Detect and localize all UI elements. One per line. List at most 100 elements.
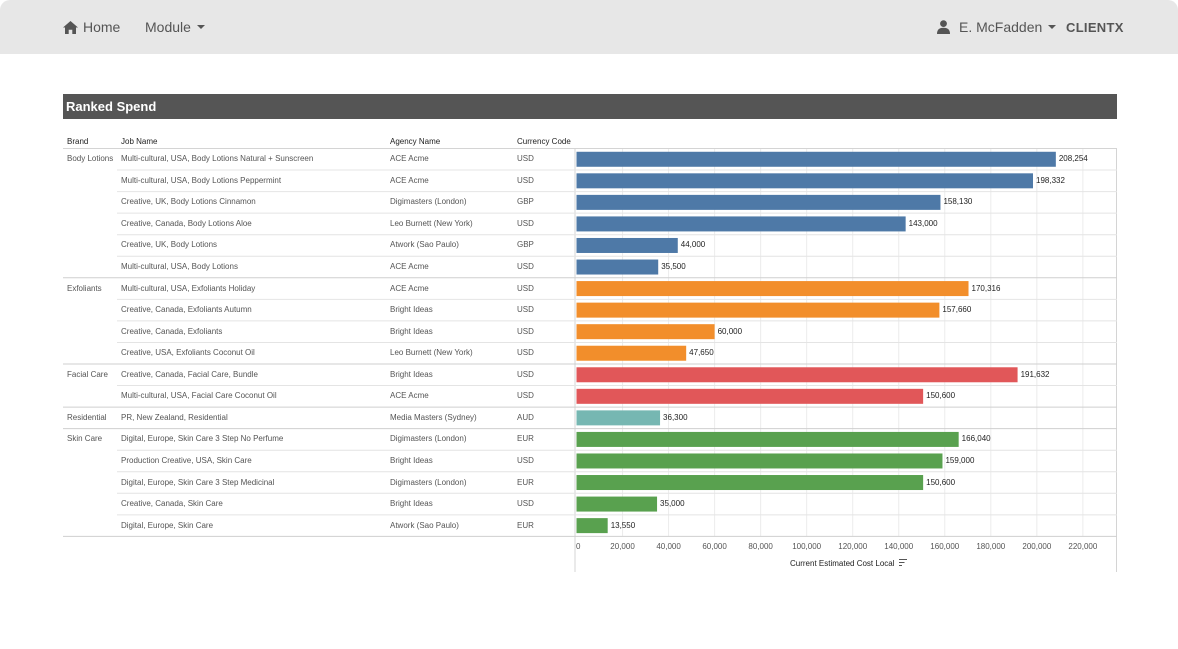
currency-code-cell[interactable]: USD bbox=[517, 305, 534, 315]
x-tick-label: 80,000 bbox=[748, 542, 773, 551]
job-name-cell[interactable]: Production Creative, USA, Skin Care bbox=[121, 455, 252, 465]
bar-16[interactable] bbox=[576, 475, 924, 491]
currency-code-cell[interactable]: USD bbox=[517, 326, 534, 336]
currency-code-cell[interactable]: EUR bbox=[517, 477, 534, 487]
agency-name-cell[interactable]: Digimasters (London) bbox=[390, 197, 467, 207]
x-tick-label: 40,000 bbox=[656, 542, 681, 551]
x-tick-label: 20,000 bbox=[610, 542, 635, 551]
bar-value-label: 191,632 bbox=[1020, 369, 1050, 379]
job-name-cell[interactable]: Digital, Europe, Skin Care 3 Step No Per… bbox=[121, 434, 284, 444]
brand-cell[interactable]: Facial Care bbox=[67, 369, 108, 379]
agency-name-cell[interactable]: Bright Ideas bbox=[390, 326, 433, 336]
agency-name-cell[interactable]: Bright Ideas bbox=[390, 499, 433, 509]
bar-8[interactable] bbox=[576, 302, 940, 318]
bar-10[interactable] bbox=[576, 345, 687, 361]
job-name-cell[interactable]: Creative, UK, Body Lotions bbox=[121, 240, 218, 250]
bar-12[interactable] bbox=[576, 388, 924, 404]
bar-value-label: 13,550 bbox=[610, 520, 636, 530]
agency-name-cell[interactable]: Leo Burnett (New York) bbox=[390, 348, 473, 358]
bar-value-label: 60,000 bbox=[717, 326, 743, 336]
brand-cell[interactable]: Residential bbox=[67, 412, 107, 422]
job-name-cell[interactable]: Creative, Canada, Exfoliants bbox=[121, 326, 223, 336]
job-name-cell[interactable]: Creative, USA, Exfoliants Coconut Oil bbox=[121, 348, 255, 358]
agency-name-cell[interactable]: Bright Ideas bbox=[390, 369, 433, 379]
job-name-cell[interactable]: PR, New Zealand, Residential bbox=[121, 412, 228, 422]
agency-name-cell[interactable]: ACE Acme bbox=[390, 154, 429, 164]
bar-9[interactable] bbox=[576, 324, 715, 340]
panel-title: Ranked Spend bbox=[63, 94, 1117, 119]
sort-icon[interactable] bbox=[898, 558, 907, 570]
agency-name-cell[interactable]: Digimasters (London) bbox=[390, 477, 467, 487]
nav-user-dropdown[interactable]: E. McFadden bbox=[937, 0, 1057, 54]
job-name-cell[interactable]: Digital, Europe, Skin Care 3 Step Medici… bbox=[121, 477, 275, 487]
user-icon bbox=[937, 20, 950, 34]
bar-value-label: 143,000 bbox=[908, 218, 938, 228]
x-axis-title[interactable]: Current Estimated Cost Local bbox=[790, 558, 907, 570]
brand-cell[interactable]: Exfoliants bbox=[67, 283, 102, 293]
currency-code-cell[interactable]: USD bbox=[517, 455, 534, 465]
job-name-cell[interactable]: Creative, UK, Body Lotions Cinnamon bbox=[121, 197, 256, 207]
agency-name-cell[interactable]: Atwork (Sao Paulo) bbox=[390, 240, 459, 250]
header-currency-code[interactable]: Currency Code bbox=[517, 137, 571, 146]
brand-cell[interactable]: Skin Care bbox=[67, 434, 103, 444]
bar-13[interactable] bbox=[576, 410, 661, 426]
bar-18[interactable] bbox=[576, 518, 608, 534]
currency-code-cell[interactable]: USD bbox=[517, 499, 534, 509]
currency-code-cell[interactable]: USD bbox=[517, 218, 534, 228]
bar-3[interactable] bbox=[576, 194, 941, 210]
agency-name-cell[interactable]: ACE Acme bbox=[390, 283, 429, 293]
x-axis-title-text: Current Estimated Cost Local bbox=[790, 559, 895, 568]
x-tick-label: 120,000 bbox=[838, 542, 868, 551]
bar-5[interactable] bbox=[576, 237, 678, 253]
agency-name-cell[interactable]: ACE Acme bbox=[390, 391, 429, 401]
currency-code-cell[interactable]: GBP bbox=[517, 240, 534, 250]
bar-6[interactable] bbox=[576, 259, 659, 275]
agency-name-cell[interactable]: Media Masters (Sydney) bbox=[390, 412, 477, 422]
bar-11[interactable] bbox=[576, 367, 1018, 383]
currency-code-cell[interactable]: EUR bbox=[517, 434, 534, 444]
job-name-cell[interactable]: Creative, Canada, Exfoliants Autumn bbox=[121, 305, 252, 315]
agency-name-cell[interactable]: Digimasters (London) bbox=[390, 434, 467, 444]
bar-14[interactable] bbox=[576, 431, 959, 447]
bar-17[interactable] bbox=[576, 496, 658, 512]
bar-2[interactable] bbox=[576, 173, 1034, 189]
job-name-cell[interactable]: Multi-cultural, USA, Body Lotions bbox=[121, 262, 238, 272]
job-name-cell[interactable]: Multi-cultural, USA, Exfoliants Holiday bbox=[121, 283, 256, 293]
job-name-cell[interactable]: Multi-cultural, USA, Facial Care Coconut… bbox=[121, 391, 277, 401]
job-name-cell[interactable]: Multi-cultural, USA, Body Lotions Natura… bbox=[121, 154, 314, 164]
bar-15[interactable] bbox=[576, 453, 943, 469]
job-name-cell[interactable]: Creative, Canada, Facial Care, Bundle bbox=[121, 369, 258, 379]
currency-code-cell[interactable]: USD bbox=[517, 391, 534, 401]
currency-code-cell[interactable]: USD bbox=[517, 154, 534, 164]
job-name-cell[interactable]: Creative, Canada, Skin Care bbox=[121, 499, 223, 509]
currency-code-cell[interactable]: EUR bbox=[517, 520, 534, 530]
nav-home[interactable]: Home bbox=[63, 0, 120, 54]
agency-name-cell[interactable]: ACE Acme bbox=[390, 175, 429, 185]
currency-code-cell[interactable]: USD bbox=[517, 262, 534, 272]
header-job-name[interactable]: Job Name bbox=[121, 137, 158, 146]
agency-name-cell[interactable]: Leo Burnett (New York) bbox=[390, 218, 473, 228]
bar-value-label: 159,000 bbox=[945, 455, 975, 465]
header-brand[interactable]: Brand bbox=[67, 137, 89, 146]
agency-name-cell[interactable]: ACE Acme bbox=[390, 262, 429, 272]
job-name-cell[interactable]: Multi-cultural, USA, Body Lotions Pepper… bbox=[121, 175, 282, 185]
brand-cell[interactable]: Body Lotions bbox=[67, 154, 114, 164]
job-name-cell[interactable]: Digital, Europe, Skin Care bbox=[121, 520, 214, 530]
header-agency-name[interactable]: Agency Name bbox=[390, 137, 441, 146]
chevron-down-icon bbox=[1048, 25, 1057, 29]
currency-code-cell[interactable]: USD bbox=[517, 348, 534, 358]
bar-1[interactable] bbox=[576, 151, 1056, 167]
agency-name-cell[interactable]: Atwork (Sao Paulo) bbox=[390, 520, 459, 530]
currency-code-cell[interactable]: GBP bbox=[517, 197, 534, 207]
bar-4[interactable] bbox=[576, 216, 906, 232]
currency-code-cell[interactable]: USD bbox=[517, 175, 534, 185]
agency-name-cell[interactable]: Bright Ideas bbox=[390, 305, 433, 315]
x-tick-label: 160,000 bbox=[930, 542, 960, 551]
currency-code-cell[interactable]: USD bbox=[517, 283, 534, 293]
currency-code-cell[interactable]: AUD bbox=[517, 412, 534, 422]
agency-name-cell[interactable]: Bright Ideas bbox=[390, 455, 433, 465]
job-name-cell[interactable]: Creative, Canada, Body Lotions Aloe bbox=[121, 218, 252, 228]
currency-code-cell[interactable]: USD bbox=[517, 369, 534, 379]
bar-7[interactable] bbox=[576, 281, 969, 297]
nav-module-dropdown[interactable]: Module bbox=[145, 0, 205, 54]
